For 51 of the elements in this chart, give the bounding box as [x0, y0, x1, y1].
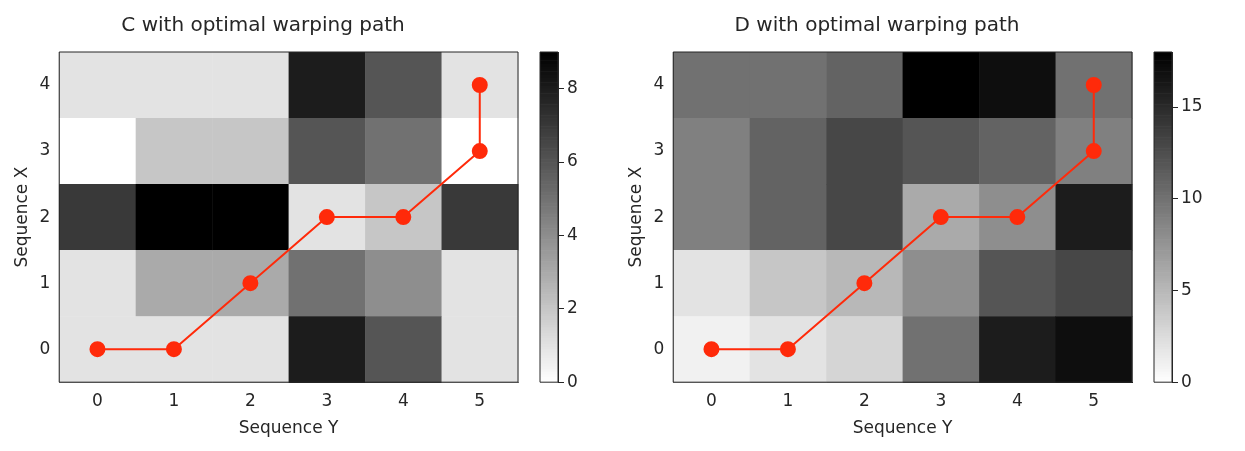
- x-axis-title: Sequence Y: [238, 417, 340, 438]
- color-bar-label: 6: [567, 150, 578, 171]
- x-tick-label: 3: [321, 389, 333, 410]
- y-tick-label: 0: [39, 337, 51, 358]
- x-tick-label: 1: [168, 389, 180, 410]
- x-tick-label: 0: [92, 389, 103, 410]
- point: [1009, 209, 1026, 226]
- x-tick-label: 4: [1011, 389, 1023, 410]
- y-tick-label: 4: [39, 73, 51, 94]
- point: [1085, 77, 1102, 94]
- y-tick-label: 1: [653, 271, 665, 292]
- color-bar-label: 0: [567, 370, 578, 391]
- x-tick-label: 2: [244, 389, 256, 410]
- y-tick-label: 3: [39, 139, 51, 160]
- color-bar-label: 2: [567, 297, 578, 318]
- y-axis-title: Sequence X: [10, 166, 31, 268]
- point: [471, 143, 488, 160]
- x-axis-title: Sequence Y: [852, 417, 954, 438]
- point: [779, 341, 796, 358]
- x-tick-label: 1: [782, 389, 794, 410]
- color-bar-label: 8: [567, 77, 578, 98]
- color-bar-label: 5: [1181, 278, 1192, 299]
- y-tick-label: 4: [653, 73, 665, 94]
- y-tick-label: 1: [39, 271, 51, 292]
- y-tick-label: 0: [653, 337, 665, 358]
- x-tick-label: 5: [1088, 389, 1100, 410]
- point: [932, 209, 949, 226]
- point: [395, 209, 412, 226]
- point: [856, 275, 873, 292]
- color-bar-label: 0: [1181, 370, 1192, 391]
- chart-title: D with optimal warping path: [734, 12, 1020, 37]
- point: [703, 341, 720, 358]
- x-tick-label: 2: [858, 389, 870, 410]
- y-tick-label: 2: [39, 205, 51, 226]
- chart-title: C with optimal warping path: [121, 12, 405, 37]
- x-tick-label: 4: [397, 389, 409, 410]
- x-tick-label: 5: [474, 389, 486, 410]
- point: [242, 275, 259, 292]
- color-bar-label: 15: [1181, 95, 1203, 116]
- point: [165, 341, 182, 358]
- point: [89, 341, 106, 358]
- point: [1085, 143, 1102, 160]
- y-tick-label: 2: [653, 205, 665, 226]
- x-tick-label: 3: [935, 389, 947, 410]
- color-bar-label: 4: [567, 223, 578, 244]
- point: [471, 77, 488, 94]
- point: [318, 209, 335, 226]
- y-axis-title: Sequence X: [624, 166, 645, 268]
- y-tick-label: 3: [653, 139, 665, 160]
- color-bar-label: 10: [1181, 187, 1203, 208]
- x-tick-label: 0: [706, 389, 717, 410]
